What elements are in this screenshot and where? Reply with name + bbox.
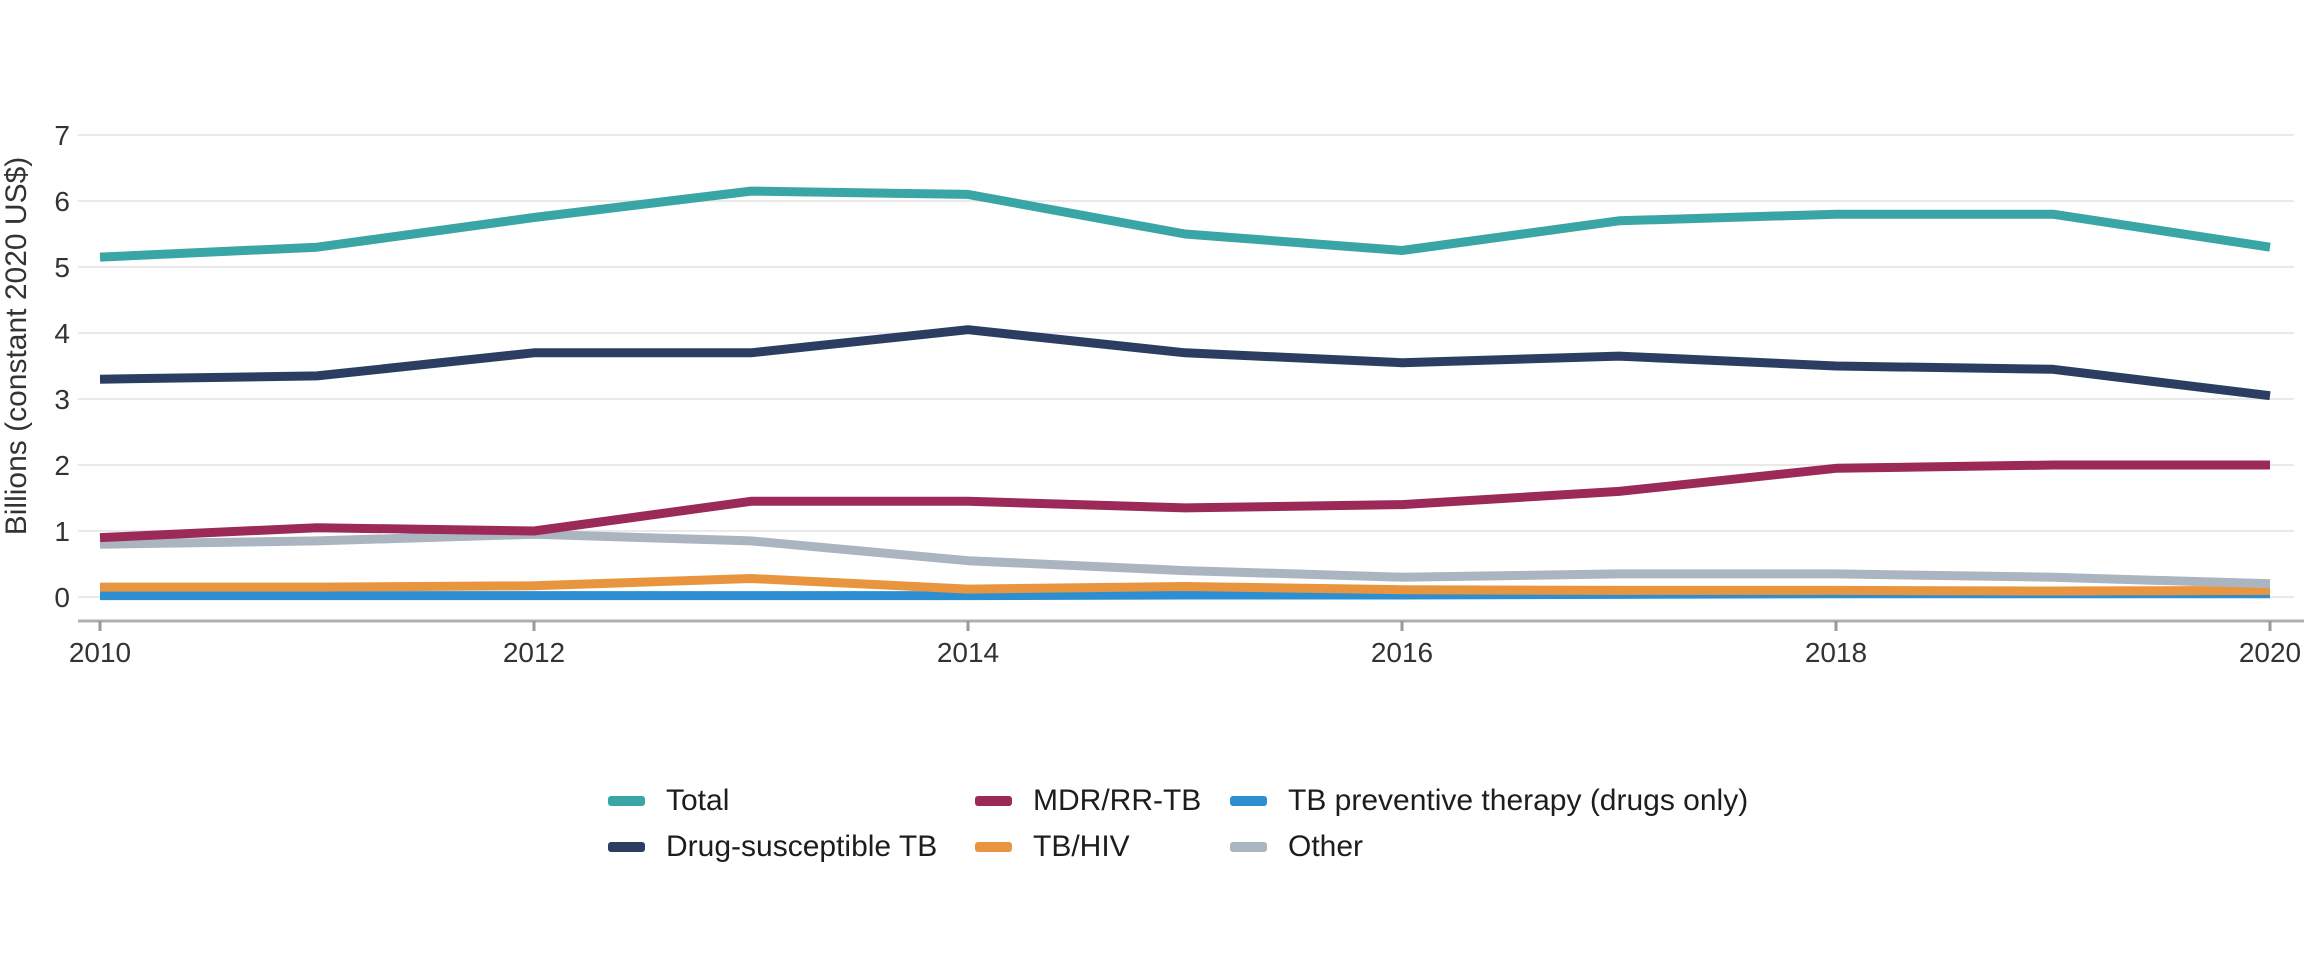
legend-swatch-tb-hiv — [975, 842, 1012, 852]
series-lines — [99, 186, 2271, 601]
legend-item-drug-susceptible-tb: Drug-susceptible TB — [608, 824, 975, 870]
x-axis — [78, 619, 2304, 631]
chart-legend: Total MDR/RR-TB TB preventive therapy (dru… — [608, 778, 1748, 870]
y-axis-tick-labels: 0 1 2 3 4 5 6 7 — [54, 120, 70, 613]
legend-label-tb-hiv: TB/HIV — [1033, 830, 1130, 863]
legend-label-total: Total — [666, 784, 730, 817]
y-tick-label-3: 3 — [54, 384, 70, 415]
series-line-tb-hiv — [100, 574, 2271, 596]
legend-swatch-mdr-rr-tb — [975, 796, 1012, 806]
legend-swatch-drug-susceptible-tb — [608, 842, 645, 852]
legend-label-mdr-rr-tb: MDR/RR-TB — [1033, 784, 1202, 817]
line-chart: 0 1 2 3 4 5 6 7 2010 2012 2014 2016 2018 2020 Billio… — [0, 120, 2304, 668]
series-line-other — [99, 529, 2271, 589]
y-tick-label-6: 6 — [54, 186, 70, 217]
y-tick-label-7: 7 — [54, 120, 70, 151]
y-tick-label-5: 5 — [54, 252, 70, 283]
y-axis-title: Billions (constant 2020 US$) — [0, 157, 33, 536]
legend-item-mdr-rr-tb: MDR/RR-TB — [975, 778, 1230, 824]
series-line-mdr-rr-tb — [99, 460, 2270, 543]
legend-item-total: Total — [608, 778, 975, 824]
legend-label-drug-susceptible-tb: Drug-susceptible TB — [666, 830, 938, 863]
y-tick-label-0: 0 — [54, 582, 70, 613]
x-tick-label-2016: 2016 — [1371, 637, 1433, 668]
legend-swatch-other — [1230, 842, 1267, 852]
x-tick-label-2020: 2020 — [2239, 637, 2301, 668]
x-tick-label-2010: 2010 — [69, 637, 131, 668]
x-tick-label-2018: 2018 — [1805, 637, 1867, 668]
legend-label-tb-preventive-therapy-drugs-only: TB preventive therapy (drugs only) — [1288, 784, 1749, 817]
series-line-total — [99, 186, 2271, 262]
x-tick-label-2014: 2014 — [937, 637, 999, 668]
legend-item-tb-preventive-therapy-drugs-only: TB preventive therapy (drugs only) — [1230, 778, 1748, 824]
legend-item-tb-hiv: TB/HIV — [975, 824, 1230, 870]
legend-item-other: Other — [1230, 824, 1748, 870]
y-tick-label-1: 1 — [54, 516, 70, 547]
legend-swatch-tb-preventive-therapy-drugs-only — [1230, 796, 1267, 806]
y-tick-label-4: 4 — [54, 318, 70, 349]
x-tick-label-2012: 2012 — [503, 637, 565, 668]
x-axis-tick-labels: 2010 2012 2014 2016 2018 2020 — [69, 637, 2301, 668]
series-line-drug-susceptible-tb — [99, 325, 2271, 401]
legend-label-other: Other — [1288, 830, 1364, 863]
y-tick-label-2: 2 — [54, 450, 70, 481]
legend-swatch-total — [608, 796, 645, 806]
